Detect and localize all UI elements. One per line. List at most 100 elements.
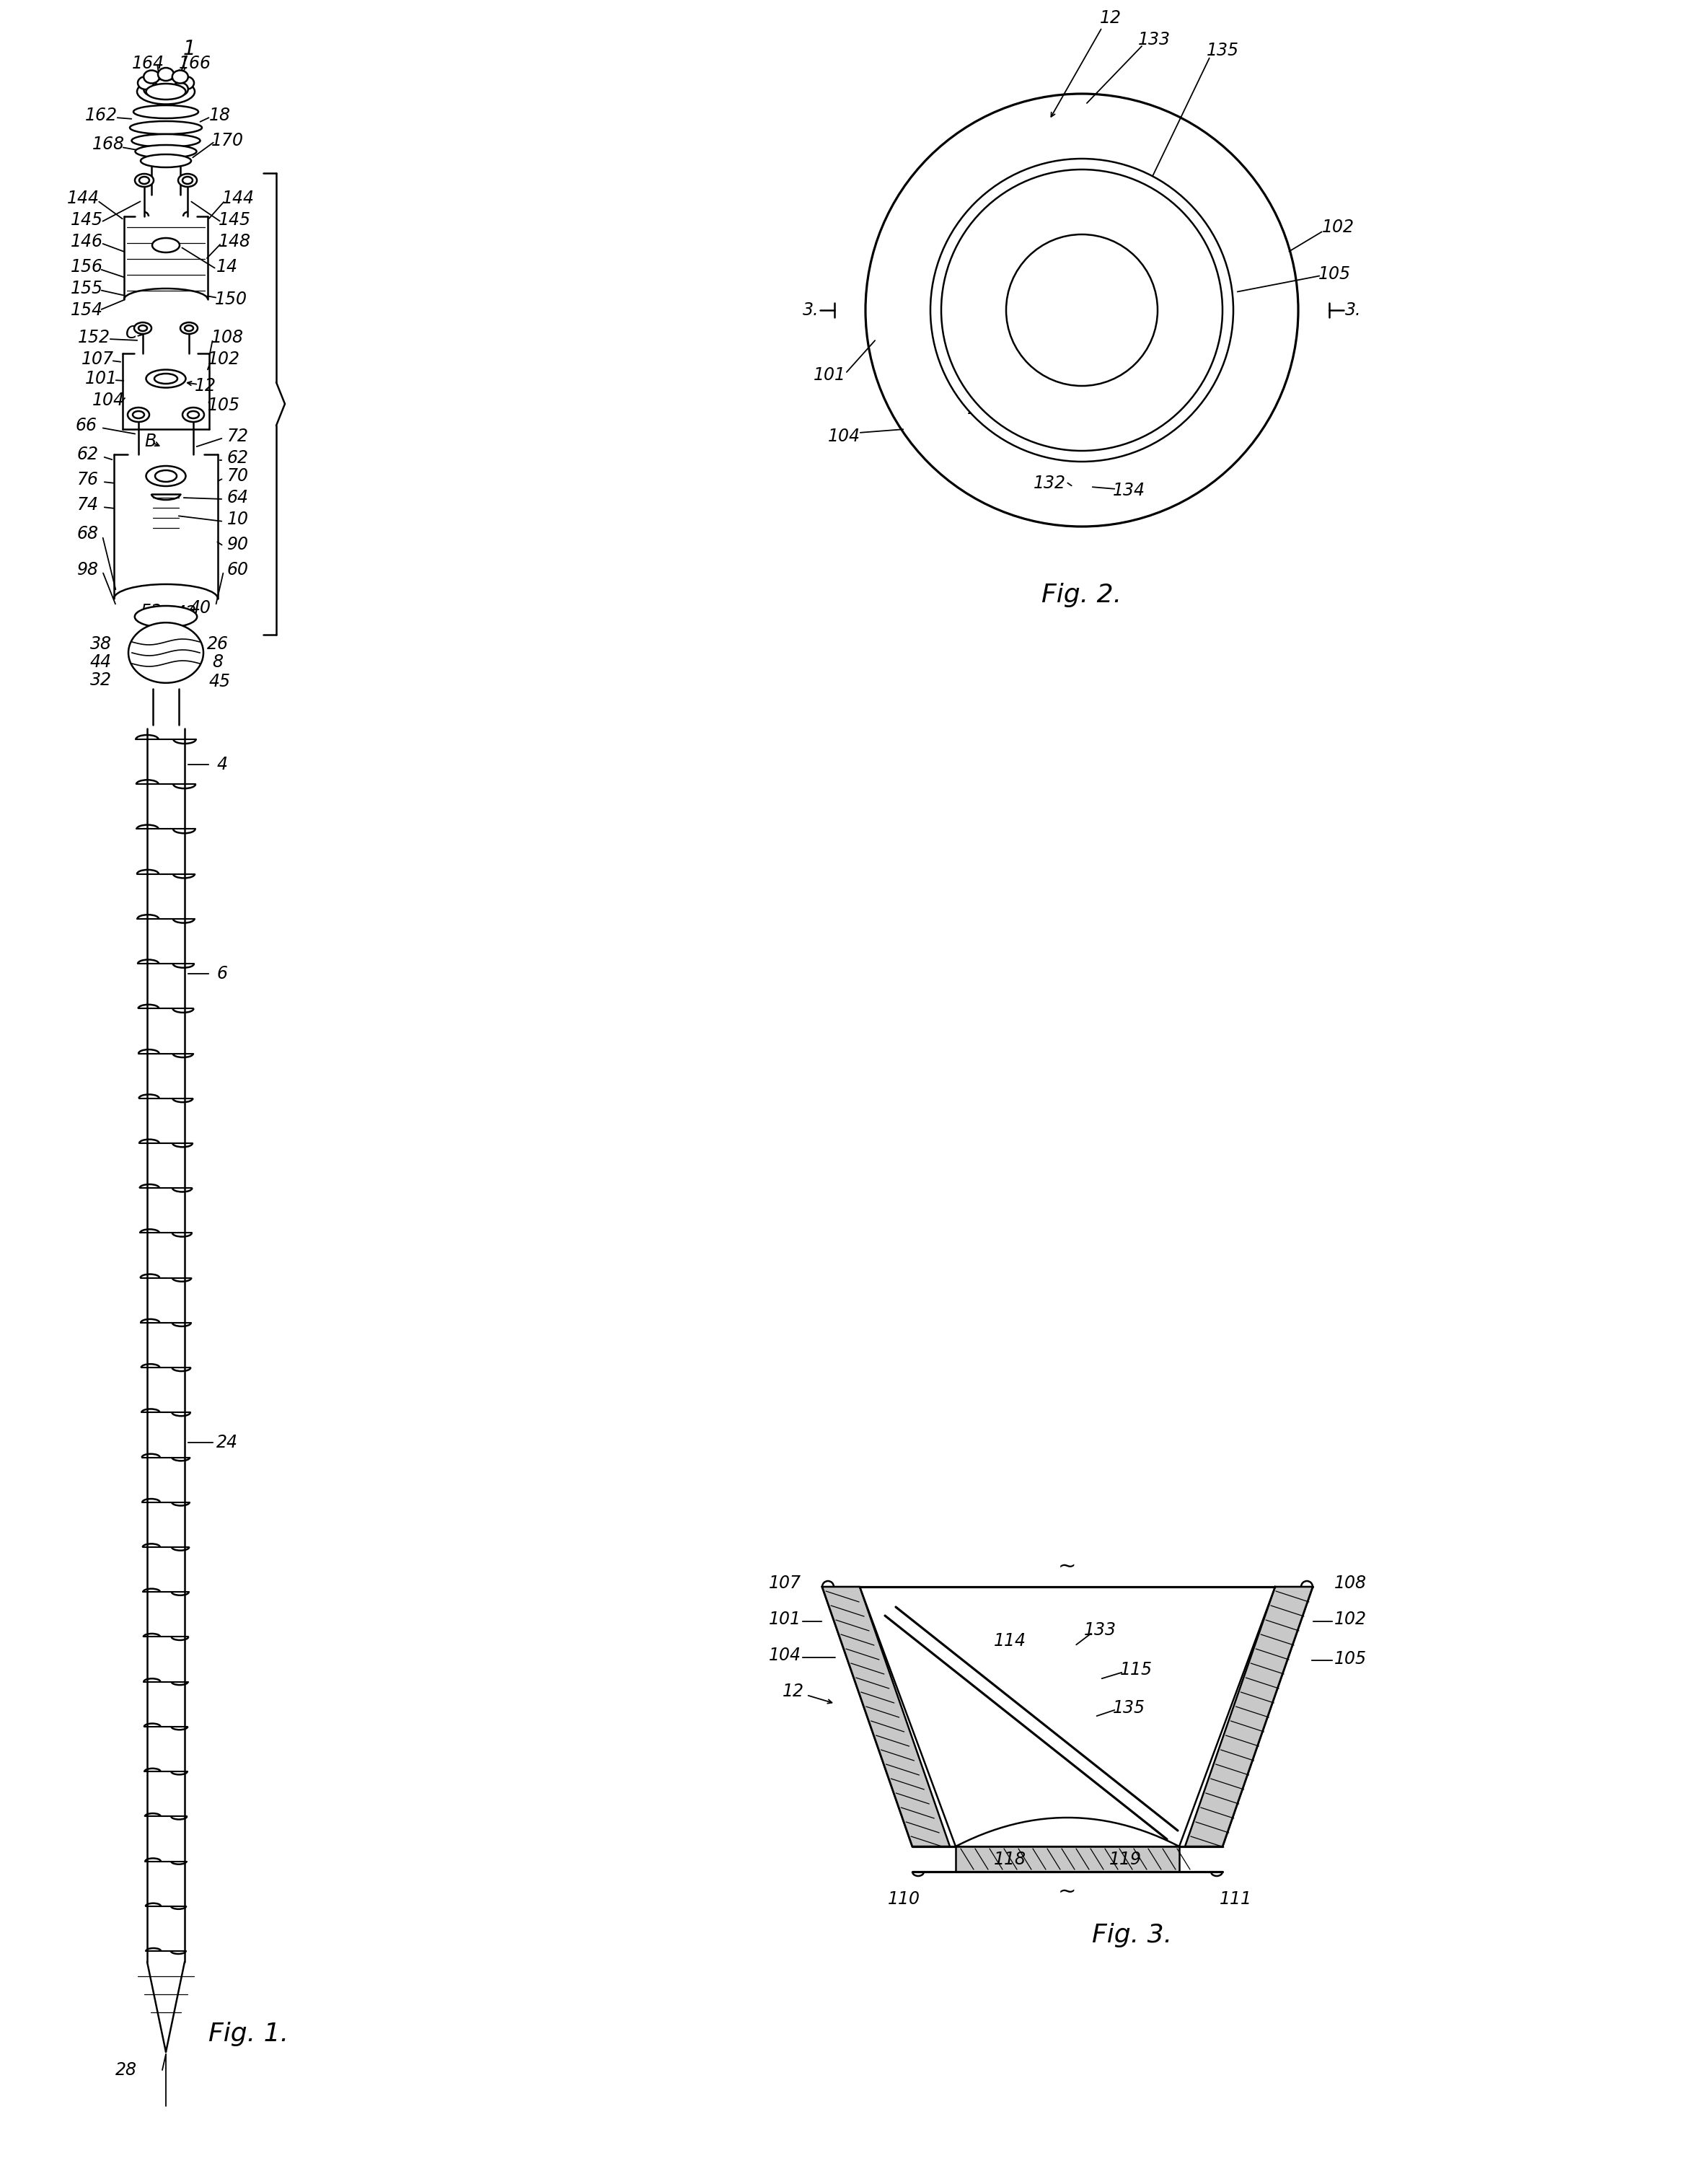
Text: 4: 4 bbox=[217, 756, 227, 773]
Polygon shape bbox=[1185, 1588, 1313, 1845]
Text: 3.: 3. bbox=[803, 301, 818, 319]
Text: 12: 12 bbox=[783, 1682, 805, 1699]
Polygon shape bbox=[955, 1845, 1180, 1872]
Text: 145: 145 bbox=[218, 212, 251, 229]
Text: 115: 115 bbox=[1120, 1662, 1153, 1677]
Text: 38: 38 bbox=[90, 636, 113, 653]
Text: 135: 135 bbox=[1112, 1699, 1146, 1717]
Text: 135: 135 bbox=[1205, 41, 1240, 59]
Text: 133: 133 bbox=[1084, 1621, 1117, 1638]
Text: 28: 28 bbox=[116, 2062, 136, 2079]
Text: ~: ~ bbox=[1059, 1557, 1076, 1577]
Text: 115: 115 bbox=[1192, 323, 1224, 341]
Text: 107: 107 bbox=[769, 1575, 801, 1592]
Text: 66: 66 bbox=[75, 417, 97, 435]
Text: 108: 108 bbox=[1165, 400, 1197, 417]
Text: 105: 105 bbox=[208, 397, 240, 415]
Text: 76: 76 bbox=[77, 472, 99, 489]
Ellipse shape bbox=[133, 105, 198, 118]
Text: 74: 74 bbox=[77, 496, 99, 513]
Ellipse shape bbox=[138, 76, 153, 90]
Text: 68: 68 bbox=[77, 524, 99, 542]
Ellipse shape bbox=[147, 465, 186, 487]
Text: 3.: 3. bbox=[1345, 301, 1361, 319]
Text: 146: 146 bbox=[70, 234, 102, 251]
Ellipse shape bbox=[143, 83, 160, 96]
Ellipse shape bbox=[147, 369, 186, 389]
Text: C: C bbox=[124, 325, 136, 343]
Text: 114: 114 bbox=[994, 1631, 1026, 1649]
Text: 60: 60 bbox=[227, 561, 249, 579]
Text: 154: 154 bbox=[70, 301, 102, 319]
Text: 101: 101 bbox=[769, 1610, 801, 1627]
Text: 164: 164 bbox=[131, 55, 164, 72]
Text: 166: 166 bbox=[179, 55, 211, 72]
Text: 156: 156 bbox=[70, 258, 102, 275]
Text: 72: 72 bbox=[227, 428, 249, 446]
Ellipse shape bbox=[931, 159, 1233, 461]
Ellipse shape bbox=[177, 175, 196, 188]
Ellipse shape bbox=[1006, 234, 1158, 387]
Text: 62: 62 bbox=[77, 446, 99, 463]
Ellipse shape bbox=[155, 470, 177, 483]
Text: 152: 152 bbox=[77, 330, 111, 347]
Ellipse shape bbox=[135, 144, 196, 157]
Text: 111: 111 bbox=[1219, 1891, 1251, 1909]
Text: 104: 104 bbox=[769, 1647, 801, 1664]
Text: 42: 42 bbox=[176, 605, 196, 622]
Ellipse shape bbox=[130, 120, 201, 133]
Text: 118: 118 bbox=[994, 1850, 1026, 1867]
Text: 107: 107 bbox=[967, 400, 999, 417]
Ellipse shape bbox=[182, 408, 205, 422]
Text: 14: 14 bbox=[217, 258, 239, 275]
Text: 114: 114 bbox=[1108, 367, 1141, 384]
Text: 150: 150 bbox=[215, 290, 247, 308]
Text: 26: 26 bbox=[206, 636, 228, 653]
Text: 18: 18 bbox=[210, 107, 230, 124]
Text: 52: 52 bbox=[140, 603, 162, 620]
Text: 105: 105 bbox=[1318, 266, 1350, 282]
Ellipse shape bbox=[177, 76, 194, 90]
Text: 62: 62 bbox=[227, 450, 249, 467]
Ellipse shape bbox=[941, 170, 1222, 450]
Text: 170: 170 bbox=[211, 131, 244, 149]
Ellipse shape bbox=[135, 323, 152, 334]
Text: 107: 107 bbox=[82, 352, 114, 367]
Text: 102: 102 bbox=[1333, 1610, 1366, 1627]
Text: 134: 134 bbox=[1112, 483, 1146, 500]
Text: Fig. 3.: Fig. 3. bbox=[1093, 1922, 1173, 1948]
Ellipse shape bbox=[152, 238, 179, 253]
Text: 155: 155 bbox=[70, 280, 102, 297]
Text: 168: 168 bbox=[92, 135, 124, 153]
Text: 90: 90 bbox=[227, 535, 249, 553]
Text: 119: 119 bbox=[1108, 1850, 1141, 1867]
Ellipse shape bbox=[140, 155, 191, 168]
Ellipse shape bbox=[159, 68, 174, 81]
Text: 133: 133 bbox=[1137, 31, 1170, 48]
Text: 148: 148 bbox=[218, 234, 251, 251]
Text: Fig. 2.: Fig. 2. bbox=[1042, 583, 1122, 607]
Text: 101: 101 bbox=[85, 369, 118, 387]
Text: 24: 24 bbox=[217, 1435, 239, 1450]
Text: 1: 1 bbox=[182, 39, 196, 59]
Text: 108: 108 bbox=[1333, 1575, 1366, 1592]
Text: 12: 12 bbox=[194, 378, 217, 395]
Text: 44: 44 bbox=[90, 653, 113, 670]
Text: 104: 104 bbox=[827, 428, 859, 446]
Text: Fig. 1.: Fig. 1. bbox=[208, 2022, 288, 2046]
Ellipse shape bbox=[128, 622, 203, 684]
Ellipse shape bbox=[172, 70, 188, 83]
Text: 64: 64 bbox=[227, 489, 249, 507]
Ellipse shape bbox=[128, 408, 150, 422]
Polygon shape bbox=[822, 1588, 950, 1845]
Text: 8: 8 bbox=[213, 653, 223, 670]
Text: 10: 10 bbox=[227, 511, 249, 529]
Text: 98: 98 bbox=[77, 561, 99, 579]
Text: 102: 102 bbox=[1321, 218, 1354, 236]
Ellipse shape bbox=[172, 83, 188, 96]
Text: 70: 70 bbox=[227, 467, 249, 485]
Ellipse shape bbox=[135, 605, 198, 627]
Text: A: A bbox=[153, 609, 165, 627]
Text: 162: 162 bbox=[85, 107, 118, 124]
Text: 132: 132 bbox=[1033, 474, 1066, 491]
